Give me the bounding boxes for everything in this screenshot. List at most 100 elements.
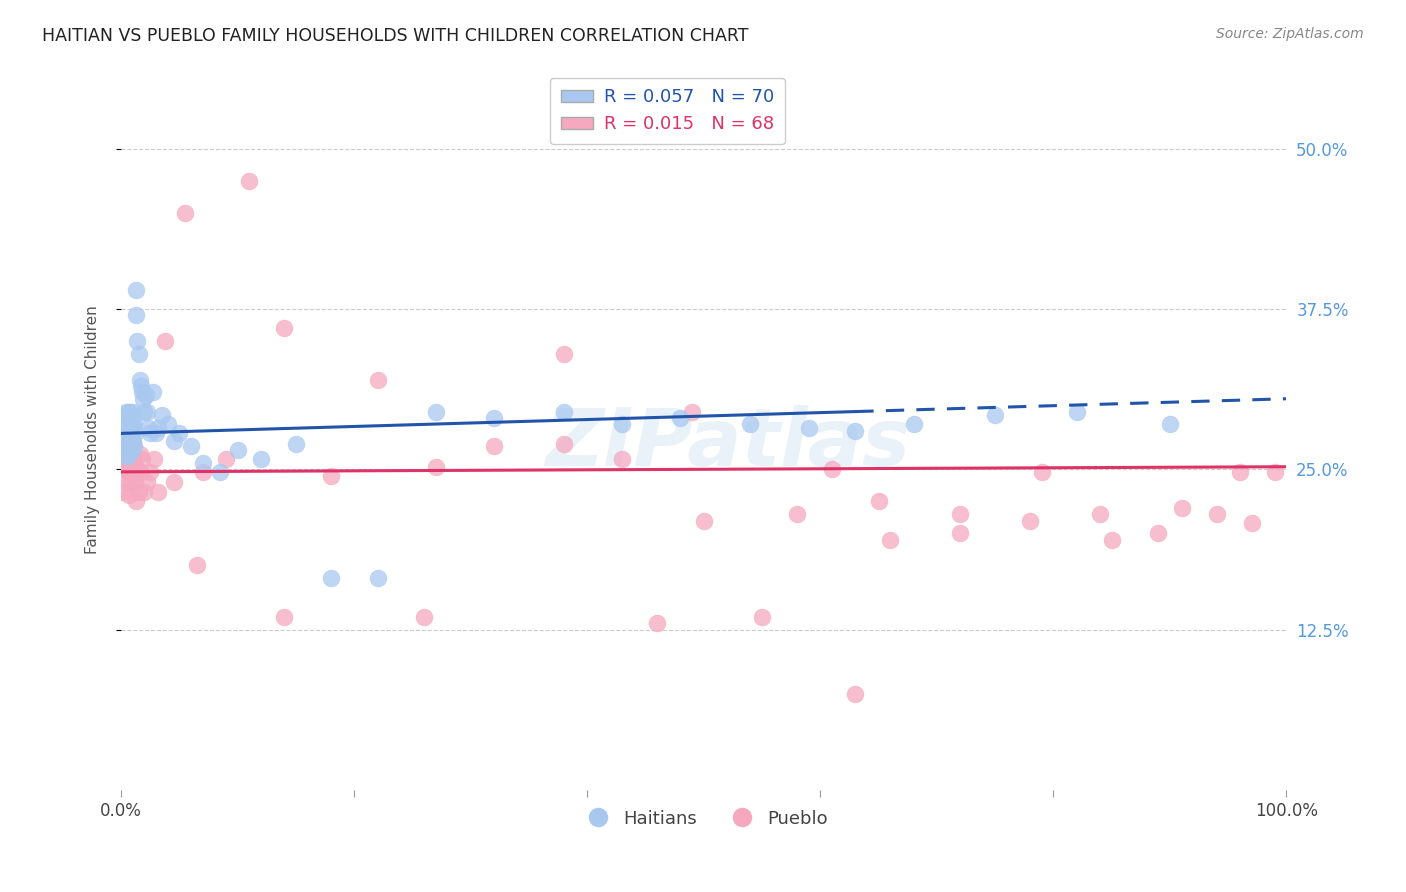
Point <box>145 426 167 441</box>
Point <box>135 404 157 418</box>
Point <box>879 533 901 547</box>
Point <box>132 392 155 406</box>
Point <box>273 609 295 624</box>
Point <box>139 426 162 441</box>
Point <box>273 321 295 335</box>
Point <box>1031 465 1053 479</box>
Point <box>129 465 152 479</box>
Point <box>117 430 139 444</box>
Point <box>681 404 703 418</box>
Point <box>117 434 139 448</box>
Point <box>131 452 153 467</box>
Point <box>117 404 139 418</box>
Point <box>868 494 890 508</box>
Point <box>122 439 145 453</box>
Point <box>425 459 447 474</box>
Point <box>125 283 148 297</box>
Point <box>1159 417 1181 432</box>
Point <box>319 571 342 585</box>
Point <box>751 609 773 624</box>
Point <box>120 452 142 467</box>
Point <box>115 439 138 453</box>
Point <box>984 409 1007 423</box>
Point <box>821 462 844 476</box>
Point <box>118 443 141 458</box>
Point <box>693 514 716 528</box>
Point <box>114 436 136 450</box>
Point <box>114 426 136 441</box>
Point <box>553 404 575 418</box>
Point <box>118 488 141 502</box>
Point <box>118 465 141 479</box>
Point <box>366 571 388 585</box>
Point <box>121 465 143 479</box>
Point <box>120 404 142 418</box>
Point <box>162 434 184 448</box>
Legend: Haitians, Pueblo: Haitians, Pueblo <box>572 803 835 835</box>
Point <box>131 385 153 400</box>
Point <box>553 436 575 450</box>
Point <box>1019 514 1042 528</box>
Point <box>319 468 342 483</box>
Point <box>117 421 139 435</box>
Point <box>124 475 146 489</box>
Point <box>120 436 142 450</box>
Text: Source: ZipAtlas.com: Source: ZipAtlas.com <box>1216 27 1364 41</box>
Point <box>118 409 141 423</box>
Point <box>124 426 146 441</box>
Point <box>112 439 135 453</box>
Point <box>125 309 148 323</box>
Point <box>121 443 143 458</box>
Point <box>1147 526 1170 541</box>
Point <box>121 413 143 427</box>
Point <box>142 452 165 467</box>
Text: ZIPatlas: ZIPatlas <box>544 405 910 483</box>
Point <box>645 616 668 631</box>
Point <box>128 447 150 461</box>
Point <box>121 456 143 470</box>
Point <box>118 443 141 458</box>
Point <box>1240 516 1263 531</box>
Point <box>191 456 214 470</box>
Point <box>150 409 173 423</box>
Point <box>135 475 157 489</box>
Point <box>127 334 149 348</box>
Point <box>121 426 143 441</box>
Point <box>128 347 150 361</box>
Point <box>903 417 925 432</box>
Point <box>148 485 170 500</box>
Point <box>482 411 505 425</box>
Point <box>120 475 142 489</box>
Point <box>250 452 273 467</box>
Point <box>413 609 436 624</box>
Point <box>122 417 145 432</box>
Point <box>121 436 143 450</box>
Point <box>740 417 762 432</box>
Point <box>482 439 505 453</box>
Point <box>797 421 820 435</box>
Point <box>136 421 159 435</box>
Point <box>553 347 575 361</box>
Point <box>115 411 138 425</box>
Point <box>114 436 136 450</box>
Point <box>112 421 135 435</box>
Point <box>174 206 197 220</box>
Point <box>115 475 138 489</box>
Y-axis label: Family Households with Children: Family Households with Children <box>86 305 100 554</box>
Point <box>612 452 634 467</box>
Point <box>118 424 141 438</box>
Point <box>612 417 634 432</box>
Point <box>121 404 143 418</box>
Point <box>169 426 191 441</box>
Point <box>122 452 145 467</box>
Point <box>117 450 139 464</box>
Point <box>180 439 202 453</box>
Point <box>112 485 135 500</box>
Point <box>155 334 177 348</box>
Point <box>115 447 138 461</box>
Point <box>139 465 162 479</box>
Point <box>669 411 692 425</box>
Point <box>114 417 136 432</box>
Point <box>120 420 142 434</box>
Point <box>115 430 138 444</box>
